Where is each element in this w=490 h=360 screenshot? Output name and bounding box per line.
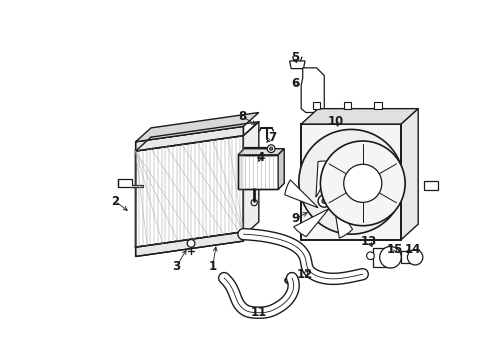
Circle shape — [380, 247, 401, 268]
Polygon shape — [238, 149, 284, 155]
Circle shape — [318, 195, 330, 207]
Ellipse shape — [285, 277, 296, 284]
Text: 1: 1 — [209, 260, 217, 273]
Circle shape — [270, 147, 273, 150]
Polygon shape — [136, 126, 244, 151]
Circle shape — [408, 249, 423, 265]
Text: 12: 12 — [297, 268, 313, 281]
Circle shape — [320, 141, 405, 226]
Circle shape — [322, 199, 327, 203]
Polygon shape — [301, 109, 418, 124]
Bar — [244, 147, 272, 155]
Polygon shape — [136, 232, 244, 256]
Circle shape — [367, 252, 374, 260]
Bar — [374, 103, 382, 109]
Circle shape — [343, 164, 382, 202]
Text: 7: 7 — [268, 131, 276, 144]
Text: 9: 9 — [291, 212, 299, 225]
Polygon shape — [244, 122, 259, 236]
Text: 10: 10 — [328, 115, 344, 128]
Polygon shape — [294, 209, 329, 237]
Text: 13: 13 — [361, 235, 377, 248]
Ellipse shape — [221, 277, 232, 284]
Polygon shape — [325, 183, 364, 198]
Text: 5: 5 — [291, 50, 299, 64]
Polygon shape — [301, 68, 324, 112]
Polygon shape — [424, 181, 438, 190]
Text: 8: 8 — [238, 110, 246, 123]
Text: 2: 2 — [111, 194, 119, 208]
Polygon shape — [136, 136, 244, 247]
Ellipse shape — [246, 231, 257, 238]
Text: 3: 3 — [172, 260, 180, 273]
Polygon shape — [278, 149, 284, 189]
Text: 6: 6 — [291, 77, 299, 90]
Circle shape — [299, 130, 404, 234]
Text: 11: 11 — [251, 306, 267, 319]
Polygon shape — [401, 109, 418, 239]
Circle shape — [268, 145, 275, 153]
Bar — [343, 103, 351, 109]
Text: 4: 4 — [256, 150, 265, 164]
Polygon shape — [373, 248, 391, 266]
Polygon shape — [136, 112, 259, 142]
Circle shape — [187, 239, 195, 247]
Circle shape — [251, 199, 257, 206]
Text: 14: 14 — [405, 243, 421, 256]
Polygon shape — [118, 180, 143, 187]
Polygon shape — [301, 124, 401, 239]
Polygon shape — [290, 61, 305, 69]
Polygon shape — [316, 161, 334, 197]
Text: 15: 15 — [387, 243, 403, 256]
Polygon shape — [285, 180, 318, 208]
Ellipse shape — [356, 271, 367, 278]
Polygon shape — [333, 199, 353, 238]
Polygon shape — [238, 155, 278, 189]
Bar — [313, 103, 320, 109]
Polygon shape — [401, 251, 414, 264]
